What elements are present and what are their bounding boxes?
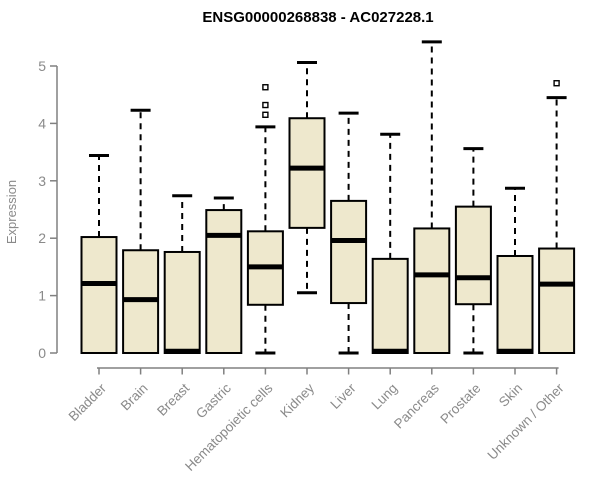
y-tick-label-2: 2: [38, 230, 46, 246]
outlier-point: [553, 80, 560, 87]
iqr-box: [538, 247, 576, 354]
x-tick-label-pancreas: Pancreas: [391, 380, 442, 431]
iqr-box: [371, 257, 409, 355]
chart-title: ENSG00000268838 - AC027228.1: [202, 9, 433, 26]
boxplot-unknown-other: [538, 80, 576, 354]
boxplot-liver: [330, 111, 368, 355]
outlier-point: [262, 101, 269, 109]
y-axis-title: Expression: [4, 180, 19, 244]
y-tick-label-3: 3: [38, 173, 46, 189]
boxplot-gastric: [205, 196, 243, 354]
y-tick-label-5: 5: [38, 58, 46, 74]
x-tick-label-lung: Lung: [368, 381, 400, 413]
x-tick-label-kidney: Kidney: [277, 380, 317, 420]
y-tick-label-0: 0: [38, 345, 46, 361]
boxplot-prostate: [454, 147, 492, 355]
y-tick-label-4: 4: [38, 115, 46, 131]
iqr-box: [80, 236, 118, 354]
boxplot-brain: [122, 108, 160, 354]
outlier-point: [262, 84, 269, 91]
x-tick-label-unknown-other: Unknown / Other: [484, 380, 567, 463]
x-tick-label-prostate: Prostate: [437, 381, 483, 427]
x-tick-label-bladder: Bladder: [66, 380, 110, 424]
iqr-box: [288, 117, 326, 229]
boxplot-breast: [163, 194, 201, 354]
x-tick-label-breast: Breast: [154, 380, 192, 418]
iqr-box: [205, 209, 243, 354]
iqr-box: [163, 250, 201, 354]
x-tick-label-brain: Brain: [118, 381, 151, 414]
boxplot-skin: [496, 186, 534, 354]
iqr-box: [454, 205, 492, 306]
boxplot-bladder: [80, 154, 118, 354]
iqr-box: [496, 254, 534, 354]
x-tick-label-liver: Liver: [327, 380, 359, 412]
iqr-box: [413, 227, 451, 354]
iqr-box: [330, 199, 368, 305]
boxplot-hematopoietic-cells: [246, 84, 284, 355]
y-tick-label-1: 1: [38, 288, 46, 304]
x-tick-label-gastric: Gastric: [193, 380, 234, 421]
boxplot-lung: [371, 132, 409, 355]
boxplot-pancreas: [413, 40, 451, 354]
boxplot-kidney: [288, 61, 326, 295]
outlier-point: [262, 111, 269, 118]
x-tick-label-skin: Skin: [496, 381, 525, 410]
